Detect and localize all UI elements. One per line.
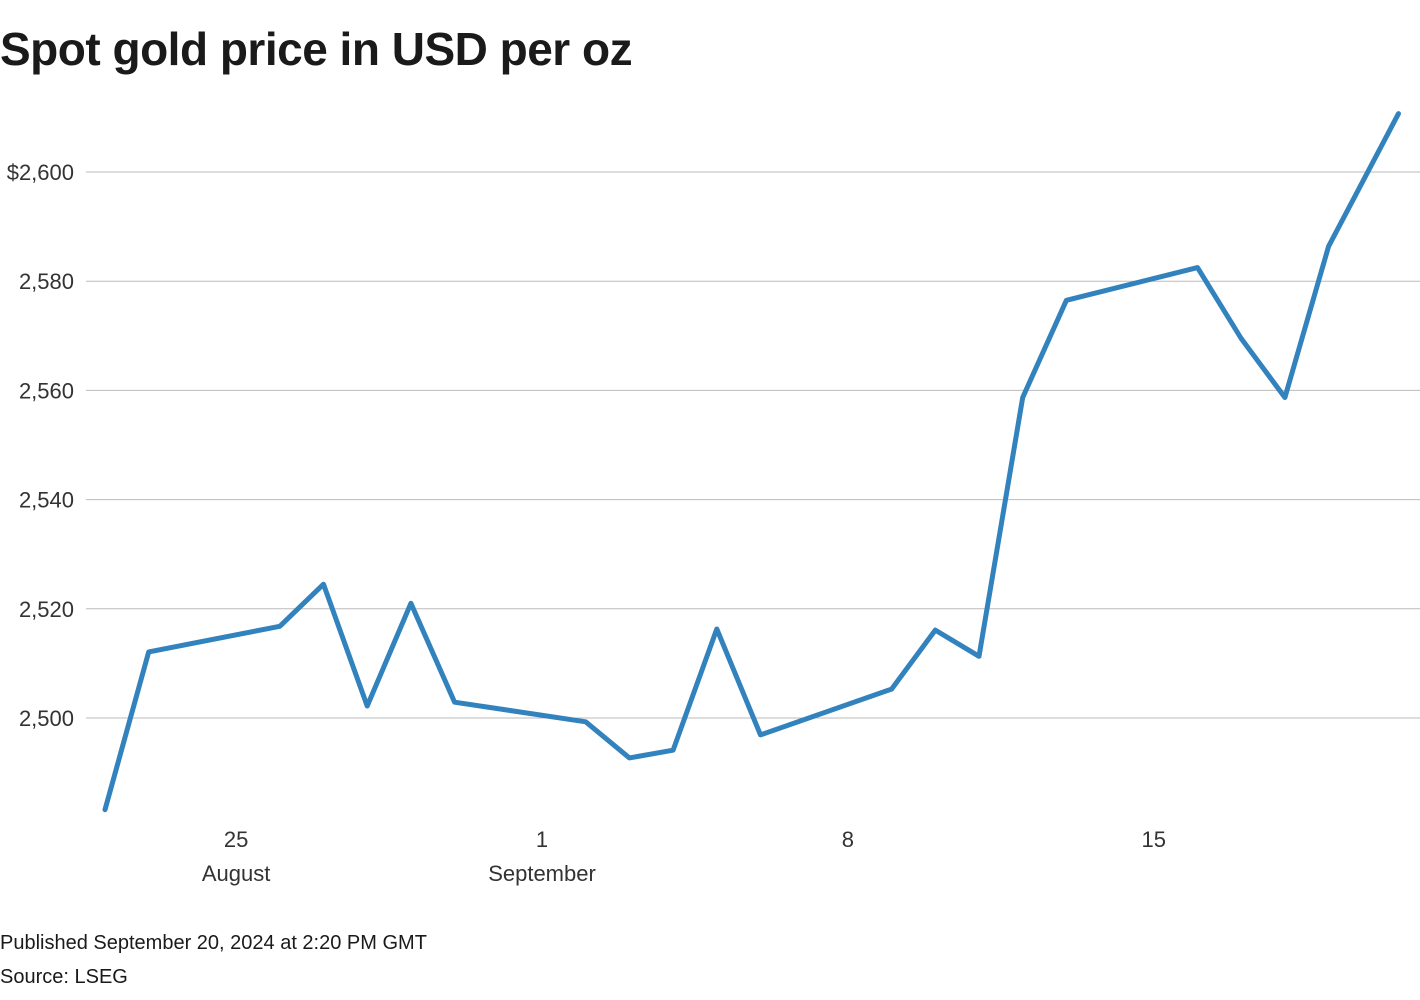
chart-title: Spot gold price in USD per oz [0, 23, 633, 75]
y-tick-label: $2,600 [7, 160, 74, 185]
x-month-label: September [488, 861, 596, 886]
y-axis-labels: $2,600 2,580 2,560 2,540 2,520 2,500 [7, 160, 74, 731]
y-tick-label: 2,580 [19, 269, 74, 294]
source-note: Source: LSEG [0, 966, 128, 988]
x-tick-label: 1 [536, 827, 548, 852]
x-tick-label: 15 [1142, 827, 1166, 852]
price-line [102, 111, 1401, 813]
published-note: Published September 20, 2024 at 2:20 PM … [0, 932, 427, 954]
y-tick-label: 2,520 [19, 597, 74, 622]
x-tick-label: 8 [842, 827, 854, 852]
y-tick-label: 2,500 [19, 706, 74, 731]
x-month-label: August [202, 861, 271, 886]
y-tick-label: 2,540 [19, 488, 74, 513]
x-axis-labels: 25 August 1 September 8 15 [202, 827, 1166, 886]
x-tick-label: 25 [224, 827, 248, 852]
gridlines [86, 171, 1420, 719]
y-tick-label: 2,560 [19, 378, 74, 403]
